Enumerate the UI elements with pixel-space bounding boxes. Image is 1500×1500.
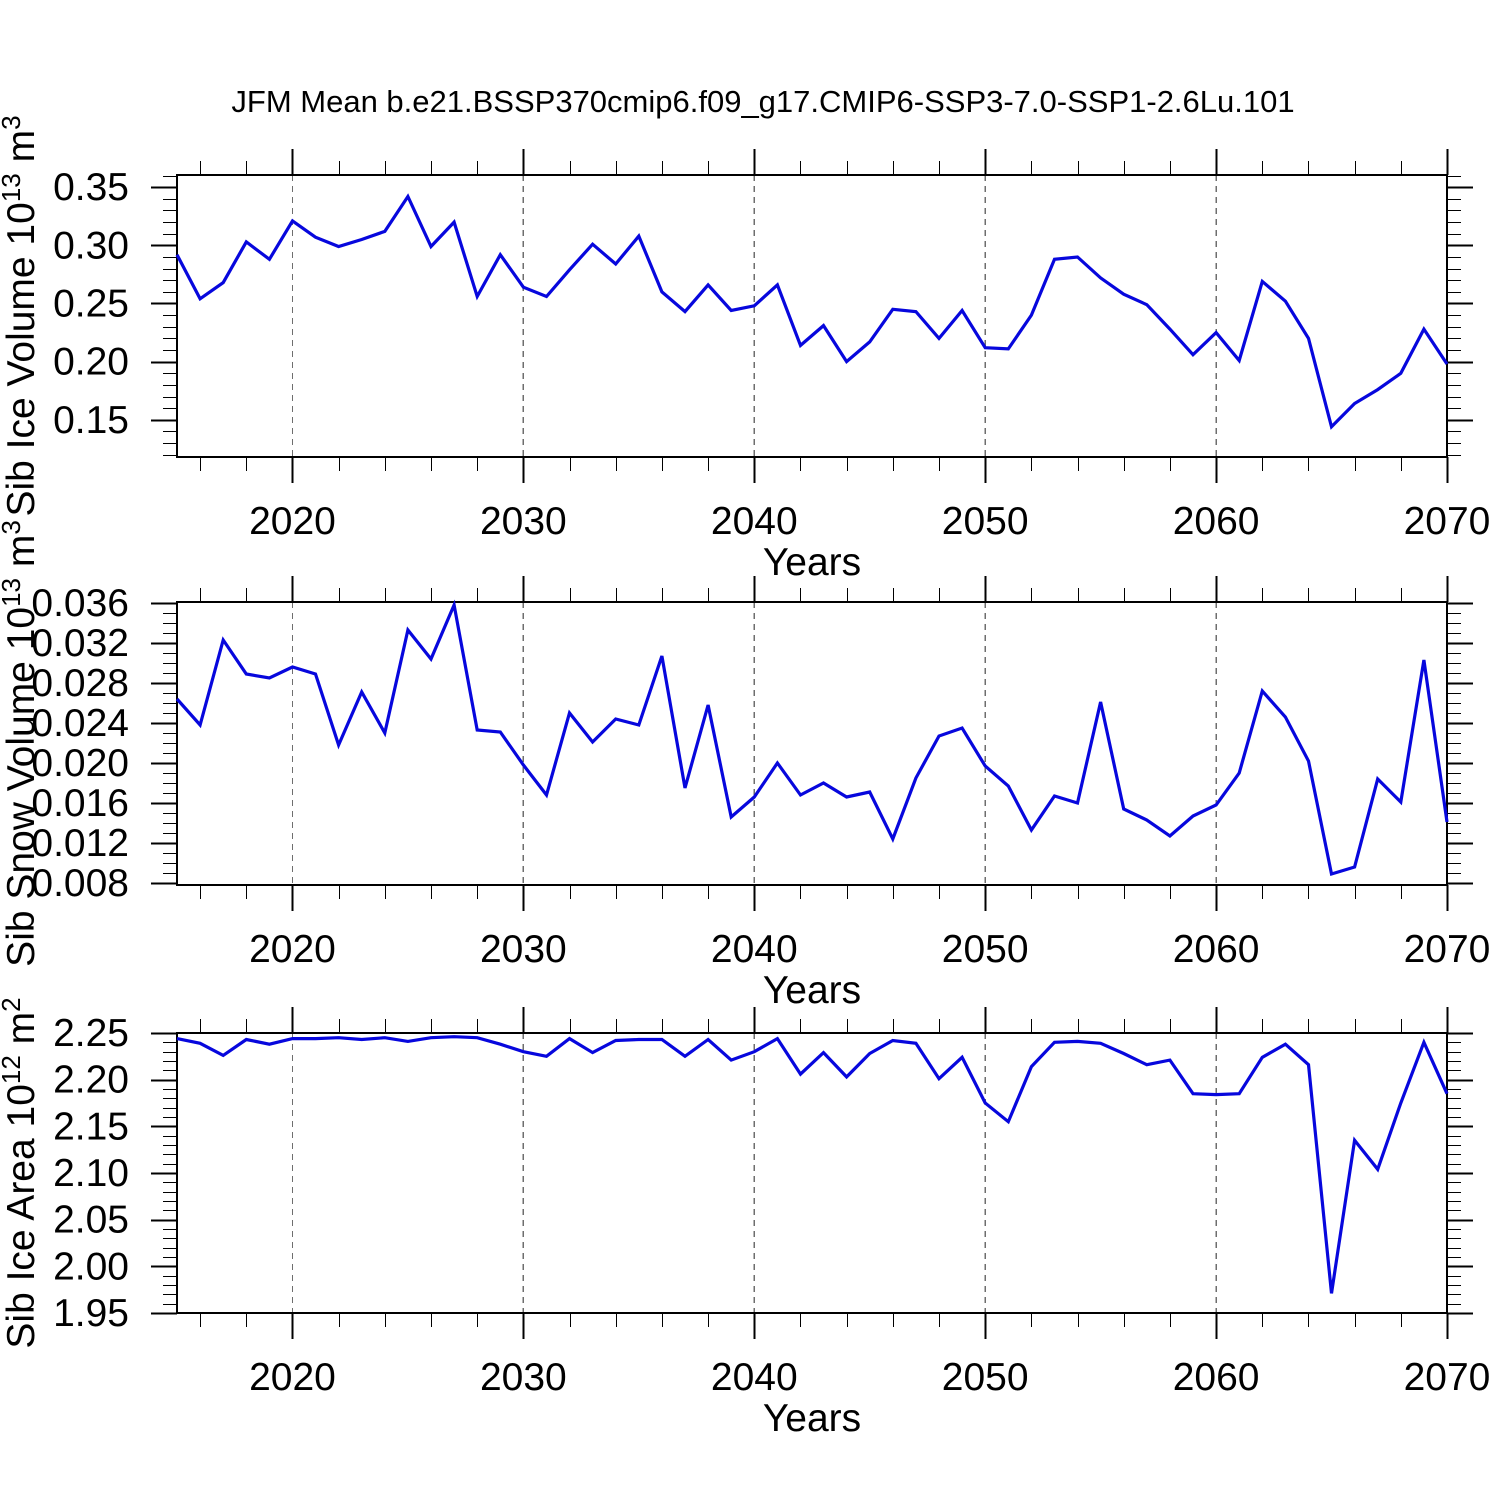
x-tick-label: 2070 <box>1404 1356 1491 1399</box>
x-tick-label: 2060 <box>1173 928 1260 971</box>
y-tick-label: 2.15 <box>53 1105 129 1148</box>
x-tick-label: 2050 <box>942 1356 1029 1399</box>
x-axis-title-years: Years <box>763 541 861 584</box>
x-tick-label: 2040 <box>711 500 798 543</box>
sib-ice-volume-line <box>175 193 1449 430</box>
major-ticks <box>151 1007 1473 1339</box>
x-axis-title-years: Years <box>763 969 861 1012</box>
y-axis-title-sib-ice-volume: Sib Ice Volume 1013 m3 <box>0 115 43 516</box>
minor-ticks <box>163 161 1461 471</box>
x-tick-label: 2070 <box>1404 500 1491 543</box>
figure-title: JFM Mean b.e21.BSSP370cmip6.f09_g17.CMIP… <box>231 84 1295 119</box>
y-tick-label: 0.032 <box>31 622 129 665</box>
minor-ticks <box>163 588 1461 899</box>
x-tick-label: 2040 <box>711 1356 798 1399</box>
y-tick-label: 2.20 <box>53 1059 129 1102</box>
x-tick-label: 2020 <box>249 928 336 971</box>
y-axis-title-sib-ice-area: Sib Ice Area 1012 m2 <box>0 997 43 1348</box>
x-tick-label: 2030 <box>480 928 567 971</box>
major-ticks <box>151 576 1473 911</box>
y-tick-label: 0.15 <box>53 399 129 442</box>
y-tick-label: 0.020 <box>31 742 129 785</box>
plot-frame <box>176 174 1448 458</box>
x-tick-label: 2060 <box>1173 500 1260 543</box>
panel-sib-ice-area: 2020 2030 2040 2050 2060 2070 Years 1.952.002.0… <box>0 997 1490 1440</box>
y-tick-label: 2.05 <box>53 1199 129 1242</box>
y-tick-label: 0.008 <box>31 862 129 905</box>
y-tick-label: 0.20 <box>53 341 129 384</box>
y-tick-label: 2.25 <box>53 1012 129 1055</box>
x-tick-label: 2050 <box>942 500 1029 543</box>
y-tick-label: 0.016 <box>31 782 129 825</box>
y-axis-title-sib-snow-volume: Sib Snow Volume 1013 m3 <box>0 520 43 967</box>
y-tick-label: 0.012 <box>31 822 129 865</box>
x-axis-title-years: Years <box>763 1397 861 1440</box>
plot-frame <box>176 1032 1448 1314</box>
sib-snow-volume-line <box>175 599 1449 877</box>
y-tick-label: 0.35 <box>53 166 129 209</box>
minor-ticks <box>163 1019 1461 1327</box>
y-tick-label: 0.25 <box>53 282 129 325</box>
y-tick-label: 2.10 <box>53 1152 129 1195</box>
plot-frame <box>176 601 1448 886</box>
y-tick-label: 0.30 <box>53 224 129 267</box>
y-tick-label: 0.024 <box>31 702 129 745</box>
x-tick-label: 2020 <box>249 1356 336 1399</box>
y-tick-label: 0.028 <box>31 662 129 705</box>
panel-sib-ice-volume: 2020 2030 2040 2050 2060 2070 Years 0.15 0.20 0.2… <box>0 115 1490 584</box>
x-tick-label: 2060 <box>1173 1356 1260 1399</box>
x-tick-label: 2070 <box>1404 928 1491 971</box>
x-tick-label: 2020 <box>249 500 336 543</box>
x-tick-label: 2030 <box>480 500 567 543</box>
x-tick-label: 2040 <box>711 928 798 971</box>
y-tick-label: 1.95 <box>53 1292 129 1335</box>
x-tick-label: 2050 <box>942 928 1029 971</box>
panel-sib-snow-volume: 2020 2030 2040 2050 2060 2070Years0.0080.0120… <box>0 520 1490 1012</box>
y-tick-label: 0.036 <box>31 582 129 625</box>
x-tick-label: 2030 <box>480 1356 567 1399</box>
major-ticks <box>151 149 1473 483</box>
sib-ice-area-line <box>176 1035 1449 1294</box>
y-tick-label: 2.00 <box>53 1245 129 1288</box>
